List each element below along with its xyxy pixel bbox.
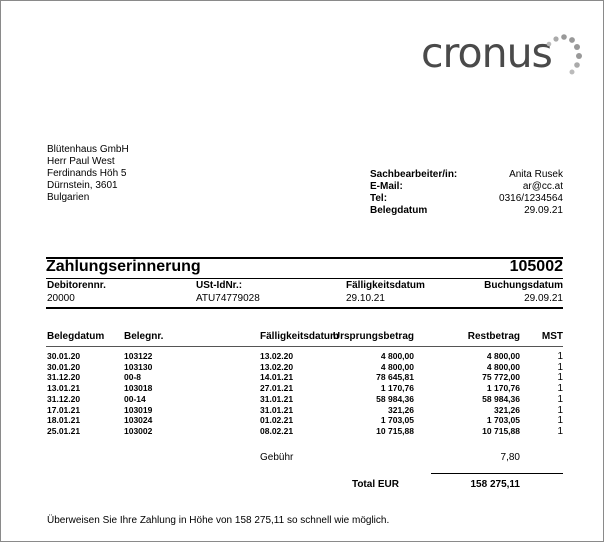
table-row: 31.12.20 00-8 14.01.21 78 645,81 75 772,00 1 xyxy=(1,372,603,383)
address-line: Herr Paul West xyxy=(47,156,115,167)
table-cell: 103002 xyxy=(124,425,153,436)
column-header: Ursprungsbetrag xyxy=(332,331,414,342)
contact-label: Sachbearbeiter/in: xyxy=(370,169,458,180)
table-row: 17.01.21 103019 31.01.21 321,26 321,26 1 xyxy=(1,405,603,416)
address-line: Dürnstein, 3601 xyxy=(47,180,118,191)
contact-label: Tel: xyxy=(370,193,388,204)
divider xyxy=(431,473,563,474)
table-cell: 1 xyxy=(557,415,563,427)
due-date-label: Fälligkeitsdatum xyxy=(346,280,425,291)
table-cell: 4 800,00 xyxy=(380,351,414,361)
address-line: Ferdinands Höh 5 xyxy=(47,168,127,179)
table-cell: 30.01.20 xyxy=(47,361,81,372)
table-cell: 58 984,36 xyxy=(482,393,520,404)
table-cell: 1 xyxy=(557,351,563,362)
table-cell: 321,26 xyxy=(388,404,414,415)
table-cell: 1 xyxy=(557,404,563,416)
table-cell: 01.02.21 xyxy=(260,415,294,426)
total-value: 158 275,11 xyxy=(470,479,521,490)
table-row: 30.01.20 103130 13.02.20 4 800,00 4 800,00 1 xyxy=(1,362,603,373)
posting-date-value: 29.09.21 xyxy=(524,293,563,304)
table-cell: 1 170,76 xyxy=(380,383,414,394)
divider xyxy=(46,346,563,347)
table-cell: 103018 xyxy=(124,383,153,394)
table-cell: 10 715,88 xyxy=(482,425,520,436)
table-cell: 321,26 xyxy=(494,404,520,415)
table-cell: 103019 xyxy=(124,404,153,415)
table-cell: 103024 xyxy=(124,415,153,426)
column-header: MST xyxy=(541,331,563,342)
table-cell: 4 800,00 xyxy=(486,361,520,372)
table-cell: 78 645,81 xyxy=(376,372,414,383)
debitor-value: 20000 xyxy=(47,293,75,304)
logo-text: cronus xyxy=(421,29,553,77)
table-row: 18.01.21 103024 01.02.21 1 703,05 1 703,05 1 xyxy=(1,415,603,426)
table-row: 13.01.21 103018 27.01.21 1 170,76 1 170,76 1 xyxy=(1,383,603,394)
table-cell: 17.01.21 xyxy=(47,404,81,415)
table-cell: 4 800,00 xyxy=(486,351,520,361)
table-cell: 1 xyxy=(557,383,563,395)
table-cell: 1 xyxy=(557,425,563,437)
document-title: Zahlungserinnerung xyxy=(46,258,201,275)
contact-label: Belegdatum xyxy=(370,205,428,216)
table-cell: 1 703,05 xyxy=(380,415,414,426)
table-cell: 75 772,00 xyxy=(482,372,520,383)
table-row: 25.01.21 103002 08.02.21 10 715,88 10 715,88… xyxy=(1,426,603,437)
table-cell: 18.01.21 xyxy=(47,415,81,426)
divider xyxy=(46,307,563,309)
table-cell: 1 xyxy=(557,393,563,405)
table-cell: 31.01.21 xyxy=(260,393,294,404)
table-cell: 13.01.21 xyxy=(47,383,81,394)
table-cell: 13.02.20 xyxy=(260,361,294,372)
logo-dots-icon xyxy=(546,34,582,75)
table-cell: 31.12.20 xyxy=(47,372,81,383)
table-row: 31.12.20 00-14 31.01.21 58 984,36 58 984,36 1 xyxy=(1,394,603,405)
table-cell: 14.01.21 xyxy=(260,372,294,383)
table-cell: 1 170,76 xyxy=(486,383,520,394)
column-header: Fälligkeitsdatum xyxy=(260,331,339,342)
column-header: Restbetrag xyxy=(467,331,520,342)
table-cell: 10 715,88 xyxy=(376,425,414,436)
contact-value: Anita Rusek xyxy=(509,169,563,180)
contact-label: E-Mail: xyxy=(370,181,403,192)
table-cell: 58 984,36 xyxy=(376,393,414,404)
column-header: Belegnr. xyxy=(124,331,164,342)
table-cell: 1 xyxy=(557,372,563,384)
table-cell: 1 703,05 xyxy=(486,415,520,426)
table-cell: 4 800,00 xyxy=(380,361,414,372)
table-cell: 103130 xyxy=(124,361,153,372)
contact-value: ar@cc.at xyxy=(522,181,563,192)
table-cell: 00-8 xyxy=(124,372,142,383)
table-cell: 08.02.21 xyxy=(260,425,294,436)
table-cell: 00-14 xyxy=(124,393,146,404)
table-cell: 27.01.21 xyxy=(260,383,294,394)
fee-value: 7,80 xyxy=(500,452,520,463)
posting-date-label: Buchungsdatum xyxy=(484,280,563,291)
contact-value: 29.09.21 xyxy=(524,205,563,216)
ustid-value: ATU74779028 xyxy=(196,293,260,304)
total-label: Total EUR xyxy=(351,479,399,490)
address-line: Blütenhaus GmbH xyxy=(47,144,129,155)
column-header: Belegdatum xyxy=(47,331,105,342)
table-cell: 1 xyxy=(557,361,563,373)
payment-note: Überweisen Sie Ihre Zahlung in Höhe von … xyxy=(47,515,390,526)
contact-value: 0316/1234564 xyxy=(499,193,563,204)
table-cell: 13.02.20 xyxy=(260,351,294,361)
due-date-value: 29.10.21 xyxy=(346,293,385,304)
divider xyxy=(46,278,563,279)
table-cell: 31.01.21 xyxy=(260,404,294,415)
table-cell: 103122 xyxy=(124,351,153,361)
document-number: 105002 xyxy=(509,258,563,275)
table-row: 30.01.20 103122 13.02.20 4 800,00 4 800,00 1 xyxy=(1,351,603,362)
address-line: Bulgarien xyxy=(47,192,90,203)
table-cell: 31.12.20 xyxy=(47,393,81,404)
ustid-label: USt-IdNr.: xyxy=(196,280,243,291)
table-cell: 30.01.20 xyxy=(47,351,81,361)
debitor-label: Debitorennr. xyxy=(47,280,106,291)
divider xyxy=(46,257,563,259)
table-cell: 25.01.21 xyxy=(47,425,81,436)
fee-label: Gebühr xyxy=(260,452,294,463)
